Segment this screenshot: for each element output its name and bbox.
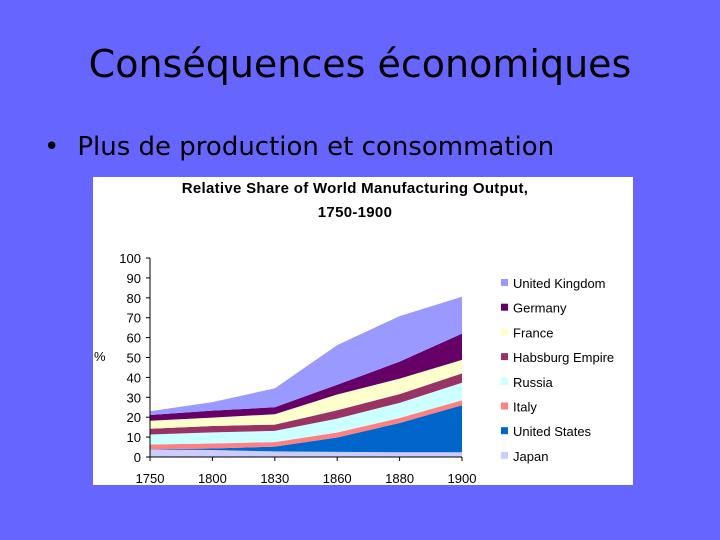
legend-swatch: [501, 377, 508, 385]
y-tick-label: 30: [127, 390, 141, 405]
area-russia: [150, 382, 462, 445]
legend-label: Habsburg Empire: [513, 350, 614, 365]
legend-label: Russia: [513, 375, 554, 390]
legend-label: Italy: [513, 400, 537, 415]
area-japan: [150, 449, 462, 457]
legend-swatch: [501, 427, 508, 435]
chart-title-line2: 1750-1900: [317, 204, 393, 221]
x-tick-label: 1860: [323, 471, 352, 485]
y-tick-label: 80: [127, 291, 141, 306]
legend-swatch: [501, 303, 508, 311]
legend-label: United States: [513, 424, 592, 439]
bullet-text: Plus de production et consommation: [77, 132, 555, 162]
area-habsburg-empire: [150, 373, 462, 435]
bullet-item: • Plus de production et consommation: [44, 132, 554, 162]
legend-label: Germany: [513, 301, 567, 316]
slide-title: Conséquences économiques: [88, 42, 632, 86]
area-france: [150, 359, 462, 429]
legend-swatch: [501, 328, 508, 336]
y-axis-label: %: [94, 349, 106, 364]
y-tick-label: 10: [127, 430, 141, 445]
y-tick-label: 40: [127, 370, 141, 385]
legend-label: France: [513, 325, 553, 340]
bullet-symbol: •: [44, 132, 60, 162]
legend-swatch: [501, 402, 508, 410]
x-tick-label: 1800: [198, 471, 227, 485]
chart-title-line1: Relative Share of World Manufacturing Ou…: [181, 180, 529, 197]
legend-swatch: [501, 279, 508, 286]
y-tick-label: 0: [134, 450, 141, 465]
x-tick-label: 1750: [136, 471, 165, 485]
x-tick-label: 1880: [385, 471, 414, 485]
chart-panel: Relative Share of World Manufacturing Ou…: [93, 177, 633, 485]
y-tick-label: 60: [127, 331, 141, 346]
legend-swatch: [501, 451, 508, 459]
y-tick-label: 90: [127, 271, 141, 286]
y-tick-label: 50: [127, 351, 141, 366]
chart-title: Relative Share of World Manufacturing Ou…: [93, 177, 617, 225]
legend-label: United Kingdom: [513, 276, 606, 291]
y-tick-label: 70: [127, 311, 141, 326]
area-united-states: [150, 405, 462, 453]
y-tick-label: 20: [127, 410, 141, 425]
area-italy: [150, 400, 462, 450]
legend-label: Japan: [513, 449, 548, 464]
area-united-kingdom: [150, 296, 462, 416]
x-tick-label: 1900: [448, 471, 477, 485]
area-germany: [150, 333, 462, 421]
y-tick-label: 100: [119, 251, 141, 266]
chart-svg: 0 10 20 30 40 50 60 70 80 90 100 1750 1800 1830 1860 18…: [119, 251, 614, 485]
x-tick-label: 1830: [260, 471, 289, 485]
legend-swatch: [501, 353, 508, 361]
